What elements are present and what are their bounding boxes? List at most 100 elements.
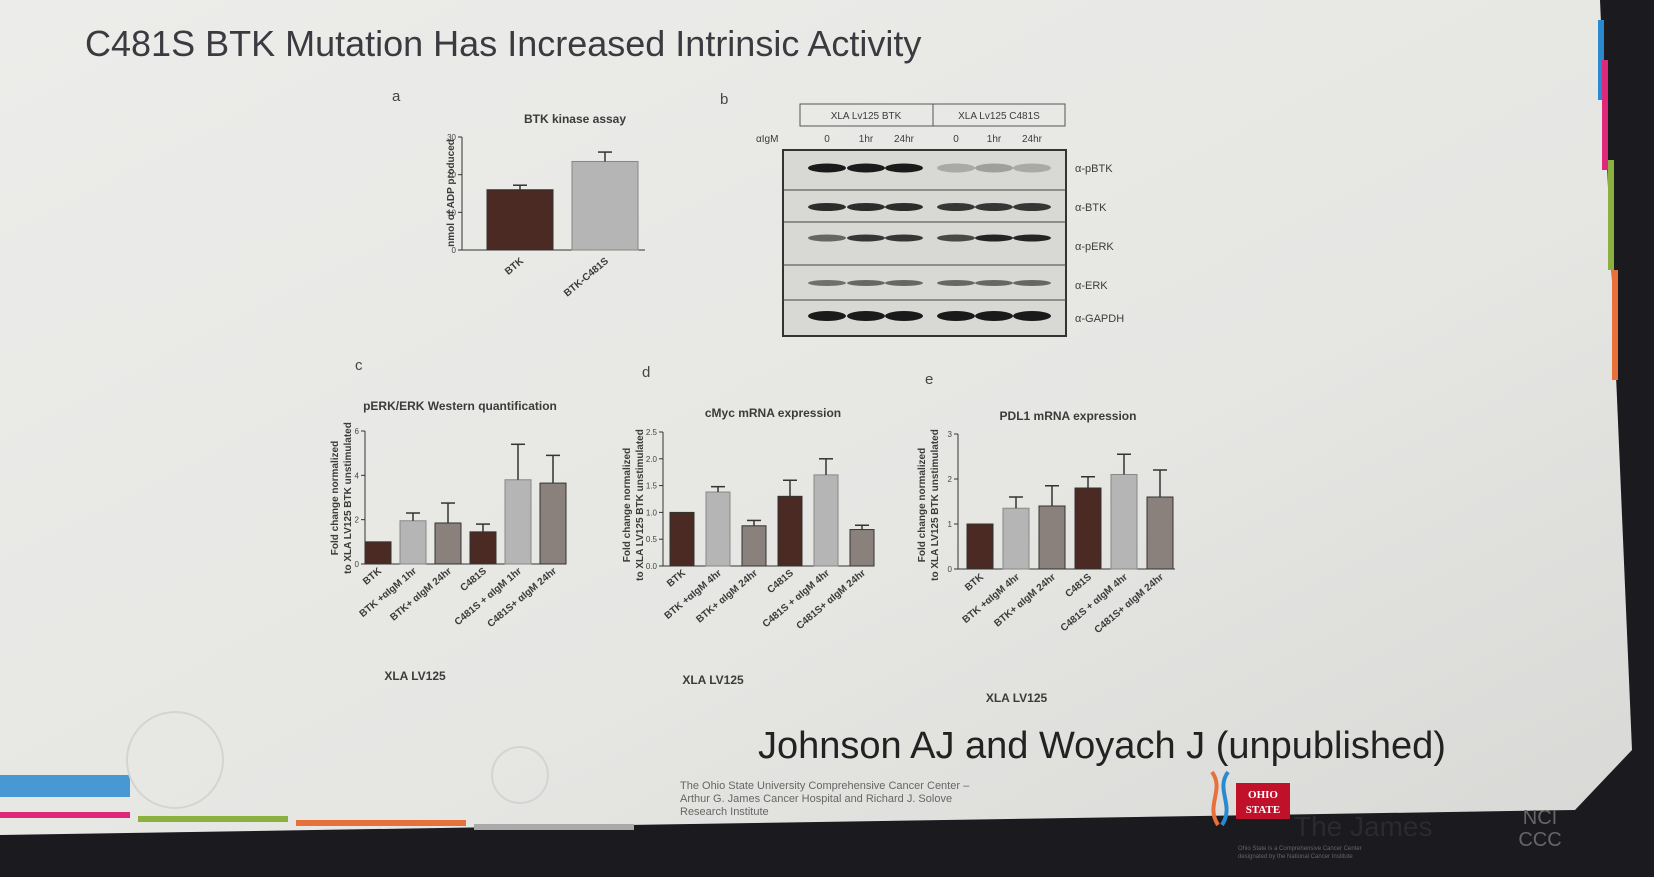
wb-band [1013,280,1051,286]
y-tick-label: 0 [948,565,953,574]
y-tick-label: 0.0 [646,562,658,571]
wb-band [847,203,885,211]
wb-band [937,311,975,321]
wb-band [847,280,885,286]
nci-text: CCC [1518,829,1561,851]
panel-label-c: c [355,357,363,374]
wb-band [1013,203,1051,211]
y-tick-label: 0 [355,560,360,569]
y-tick-label: 2 [355,516,360,525]
wb-antibody-label: α-pBTK [1075,163,1113,175]
dna-helix-icon [1220,770,1230,827]
wb-timepoint: 0 [824,134,830,145]
wb-treatment-label: αIgM [756,134,778,145]
accent-bar-bottom-pink [0,812,130,818]
wb-group-label: XLA Lv125 C481S [958,111,1040,122]
wb-band [808,311,846,321]
wb-band [885,311,923,321]
wb-band [975,163,1013,173]
wb-band [885,280,923,286]
bar [966,523,994,570]
wb-band [885,163,923,173]
y-tick-label: 1.0 [646,508,658,517]
institution-line: The Ohio State University Comprehensive … [680,780,970,792]
chart-title: BTK kinase assay [524,112,626,126]
wb-band [847,311,885,321]
wb-antibody-label: α-GAPDH [1075,313,1124,325]
bar [1038,505,1066,570]
the-james-logo: OHIO STATE The James Ohio State is a Com… [1210,770,1562,860]
bar [777,495,803,567]
institution-line: Arthur G. James Cancer Hospital and Rich… [680,793,952,805]
bar [705,491,731,567]
accent-bar-green [1608,160,1614,270]
panel-label-d: d [642,364,650,381]
accent-bar-orange [1612,270,1618,380]
citation: Johnson AJ and Woyach J (unpublished) [758,725,1446,767]
institution-line: Research Institute [680,806,769,818]
wb-timepoint: 24hr [894,134,915,145]
y-tick-label: 2.5 [646,428,658,437]
y-axis-label: Fold change normalized to XLA LV125 BTK u… [330,422,354,574]
y-axis-label: Fold change normalized to XLA LV125 BTK u… [622,429,646,581]
osu-block-icon [1236,783,1290,819]
y-tick-label: 0 [452,246,457,255]
wb-band [975,234,1013,242]
western-blot-panel: b XLA Lv125 BTK XLA Lv125 C481S αIgM 0 1h… [720,91,1124,337]
wb-band [937,203,975,211]
y-tick-label: 4 [355,471,360,480]
accent-bar-bottom-blue [0,775,130,797]
dna-helix-icon [1210,770,1220,827]
wb-band [975,203,1013,211]
logo-tagline: Ohio State is a Comprehensive Cancer Cen… [1238,846,1362,852]
wb-timepoints: 0 1hr 24hr 0 1hr 24hr [824,134,1042,145]
wb-antibody-label: α-pERK [1075,241,1114,253]
y-tick-label: 3 [948,430,953,439]
x-axis-label: XLA LV125 [384,669,446,683]
wb-timepoint: 24hr [1022,134,1043,145]
chart-title: pERK/ERK Western quantification [363,399,557,413]
wb-bands [783,163,1066,321]
wb-antibody-label: α-ERK [1075,280,1108,292]
chart-title: cMyc mRNA expression [705,406,841,420]
wb-band [847,234,885,242]
bar [399,520,427,565]
decor-circle [491,746,549,804]
bar [364,541,392,565]
x-axis-label: XLA LV125 [682,673,744,687]
bar [504,479,532,565]
bar [1110,474,1138,570]
wb-band [808,234,846,242]
wb-band [808,203,846,211]
bar [539,482,567,565]
wb-band [937,280,975,286]
wb-band [937,163,975,173]
accent-bar-bottom-gray [474,824,634,830]
wb-antibody-label: α-BTK [1075,202,1107,214]
wb-group-label: XLA Lv125 BTK [831,111,902,122]
wb-band [808,163,846,173]
bar [1002,507,1030,570]
panel-label-b: b [720,91,728,108]
y-tick-label: 1 [948,520,953,529]
logo-tagline: designated by the National Cancer Instit… [1238,854,1353,860]
y-axis-label: Fold change normalized to XLA LV125 BTK u… [917,429,941,581]
wb-band [975,311,1013,321]
x-axis-label: XLA LV125 [986,691,1048,705]
bar [813,474,839,567]
y-axis-label: nmol of ADP produced [446,139,457,247]
bar [741,525,767,567]
wb-band [885,234,923,242]
chart-title: PDL1 mRNA expression [1000,409,1137,423]
y-tick-label: 10 [447,208,456,217]
wb-band [885,203,923,211]
nci-text: NCI [1523,807,1557,829]
y-tick-label: 2 [948,475,953,484]
decor-circle [126,711,224,809]
accent-bar-bottom-green [138,816,288,822]
y-tick-label: 30 [447,133,456,142]
bar [1146,496,1174,570]
osu-text: OHIO [1248,789,1278,801]
wb-timepoint: 1hr [859,134,874,145]
